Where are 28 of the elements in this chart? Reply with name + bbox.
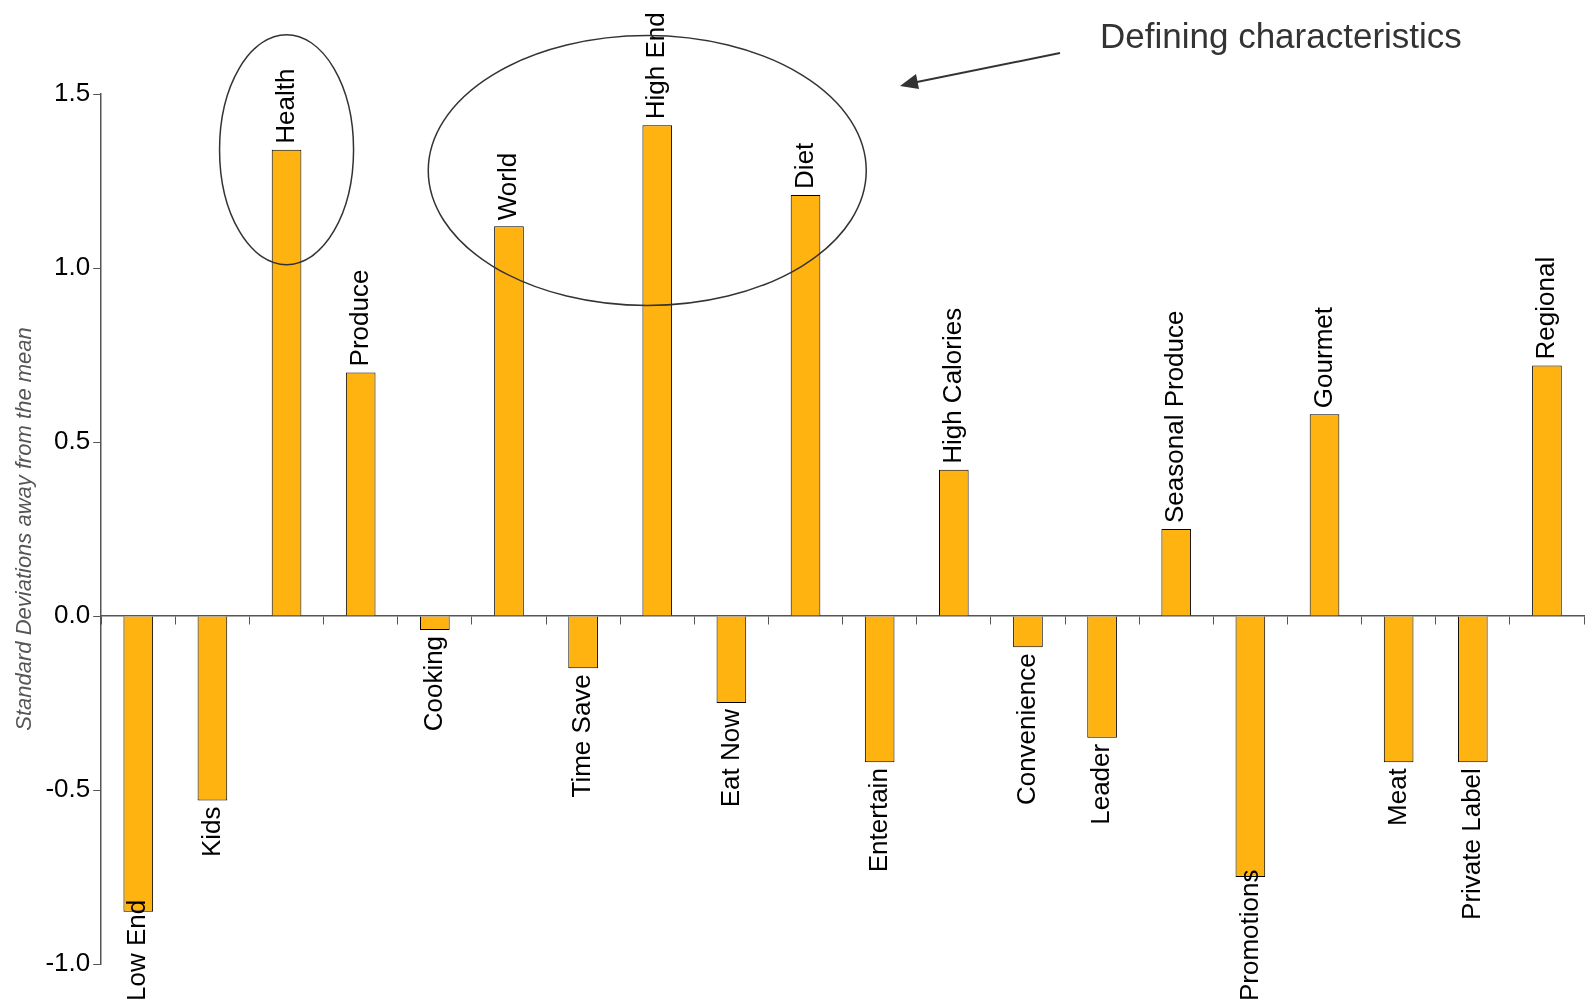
x-tick-label: Promotions bbox=[1233, 869, 1264, 1001]
x-tick-label: Cooking bbox=[418, 635, 448, 732]
x-tick-label: Kids bbox=[195, 806, 226, 858]
x-tick-label: Gourmet bbox=[1307, 306, 1338, 409]
x-tick-label: Convenience bbox=[1011, 653, 1042, 806]
x-tick-label: World bbox=[492, 152, 523, 221]
y-tick-label: 1.5 bbox=[54, 77, 91, 108]
x-tick-label: High Calories bbox=[936, 307, 967, 464]
x-tick-label: Time Save bbox=[566, 674, 597, 798]
y-axis-title: Standard Deviations away from the mean bbox=[11, 327, 37, 731]
y-tick-label: 0.5 bbox=[54, 425, 91, 456]
x-tick-label: High End bbox=[640, 12, 671, 120]
x-tick-label: Leader bbox=[1085, 743, 1116, 825]
text: Defining characteristics bbox=[1100, 16, 1462, 56]
y-tick-label: -1.0 bbox=[45, 947, 91, 978]
x-tick-label: Private Label bbox=[1455, 768, 1486, 920]
x-tick-label: Produce bbox=[343, 269, 374, 367]
x-tick-label: Seasonal Produce bbox=[1159, 310, 1190, 523]
x-tick-label: Low End bbox=[121, 899, 152, 1001]
x-tick-label: Entertain bbox=[862, 768, 893, 873]
y-tick-label: 1.0 bbox=[54, 251, 91, 282]
x-tick-label: Eat Now bbox=[714, 708, 745, 808]
x-tick-label: Diet bbox=[788, 141, 819, 189]
x-tick-label: Health bbox=[269, 68, 300, 144]
y-tick-label: 0.0 bbox=[54, 599, 91, 630]
y-tick-label: -0.5 bbox=[45, 773, 91, 804]
x-tick-label: Meat bbox=[1381, 767, 1412, 826]
x-tick-label: Regional bbox=[1530, 256, 1561, 360]
